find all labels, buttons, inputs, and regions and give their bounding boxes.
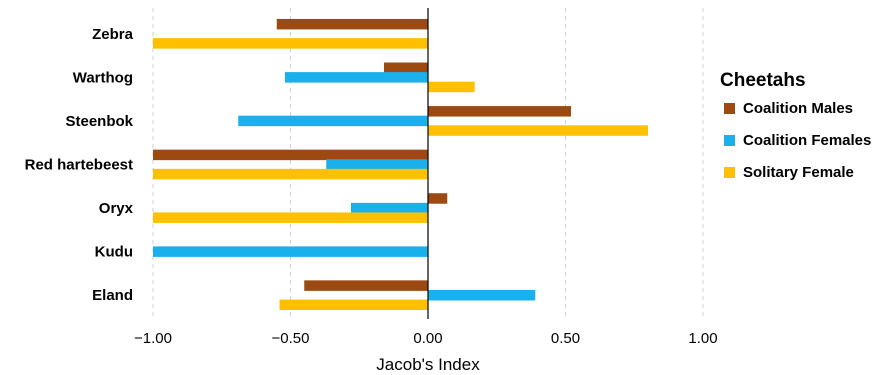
legend-swatch-coalition-females bbox=[724, 135, 735, 146]
bar-steenbok-coalition-males bbox=[428, 106, 571, 117]
grid-lines bbox=[152, 8, 704, 319]
legend-swatch-solitary-female bbox=[724, 167, 735, 178]
legend-label-coalition-males: Coalition Males bbox=[743, 100, 853, 117]
x-tick-label: 1.00 bbox=[688, 330, 717, 347]
legend-swatch-coalition-males bbox=[724, 103, 735, 114]
bar-red-hartebeest-coalition-females bbox=[326, 159, 428, 170]
bar-eland-coalition-males bbox=[304, 280, 428, 291]
bar-red-hartebeest-coalition-males bbox=[153, 149, 428, 161]
bar-red-hartebeest-solitary-female bbox=[153, 168, 428, 180]
bar-zebra-coalition-males bbox=[276, 18, 428, 30]
legend-label-coalition-females: Coalition Females bbox=[743, 132, 871, 149]
bar-eland-coalition-females bbox=[428, 289, 536, 301]
category-label-kudu: Kudu bbox=[95, 244, 133, 261]
x-tick-labels: −1.00 −0.50 0.00 0.50 1.00 bbox=[134, 330, 718, 347]
legend: Cheetahs Coalition Males Coalition Female… bbox=[720, 70, 871, 181]
x-tick-label: −0.50 bbox=[272, 330, 310, 347]
category-label-eland: Eland bbox=[92, 287, 133, 304]
bar-steenbok-coalition-females bbox=[238, 115, 428, 127]
legend-label-solitary-female: Solitary Female bbox=[743, 164, 854, 181]
bar-warthog-coalition-males bbox=[384, 62, 428, 74]
x-tick-label: 0.50 bbox=[551, 330, 580, 347]
bar-oryx-coalition-males bbox=[428, 193, 448, 204]
category-labels: Zebra Warthog Steenbok Red hartebeest Oryx Ku… bbox=[25, 26, 134, 304]
category-label-red-hartebeest: Red hartebeest bbox=[25, 157, 133, 174]
bar-kudu-coalition-females bbox=[153, 246, 428, 257]
legend-title: Cheetahs bbox=[720, 70, 806, 91]
bar-warthog-coalition-females bbox=[285, 72, 428, 83]
category-label-warthog: Warthog bbox=[73, 69, 133, 86]
bar-warthog-solitary-female bbox=[428, 81, 475, 93]
bar-oryx-solitary-female bbox=[153, 212, 428, 223]
bars bbox=[153, 18, 648, 311]
x-tick-label: 0.00 bbox=[413, 330, 442, 347]
category-label-zebra: Zebra bbox=[92, 26, 134, 43]
bar-zebra-solitary-female bbox=[153, 38, 428, 49]
bar-steenbok-solitary-female bbox=[428, 125, 648, 136]
x-axis-title: Jacob's Index bbox=[376, 355, 480, 374]
category-label-oryx: Oryx bbox=[99, 200, 134, 217]
bar-oryx-coalition-females bbox=[351, 202, 428, 214]
category-label-steenbok: Steenbok bbox=[65, 113, 133, 130]
x-tick-label: −1.00 bbox=[134, 330, 172, 347]
bar-eland-solitary-female bbox=[279, 299, 428, 311]
